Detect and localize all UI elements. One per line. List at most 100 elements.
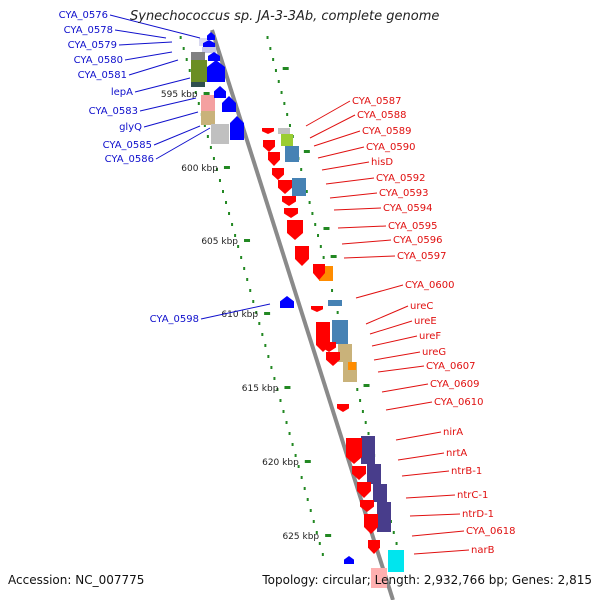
left-dot-marker	[206, 135, 209, 138]
left-dot-marker	[285, 421, 288, 424]
right-leader-line	[373, 351, 421, 361]
scale-tick-label: 615 kbp	[242, 384, 279, 394]
gene-arrow-forward	[263, 140, 275, 152]
feature-box	[191, 60, 207, 82]
right-dot-marker	[367, 432, 370, 435]
left-dot-marker	[270, 366, 273, 369]
left-dot-marker	[291, 443, 294, 446]
right-dot-marker	[283, 102, 286, 105]
right-gene-label: CYA_0607	[426, 361, 475, 372]
gene-arrow-forward	[357, 482, 371, 498]
scale-tick-label: 620 kbp	[262, 458, 299, 468]
left-leader-line	[134, 77, 191, 93]
left-gene-label: CYA_0581	[78, 70, 127, 81]
left-leader-line	[128, 59, 179, 76]
right-dot-marker	[272, 58, 275, 61]
genome-title: Synechococcus sp. JA-3-3Ab, complete gen…	[130, 9, 440, 24]
left-leader-line	[109, 14, 201, 39]
gene-arrow-forward	[360, 500, 374, 512]
right-leader-line	[333, 207, 382, 211]
right-gene-label: ureG	[422, 347, 446, 358]
right-gene-label: narB	[471, 545, 495, 556]
gene-arrow-reverse	[207, 32, 215, 40]
right-leader-line	[325, 177, 375, 185]
right-gene-label: ntrC-1	[457, 490, 488, 501]
right-dot-marker	[308, 201, 311, 204]
left-dot-marker	[215, 168, 218, 171]
right-leader-line	[313, 130, 361, 147]
right-gene-label: CYA_0594	[383, 203, 432, 214]
feature-box	[338, 344, 352, 362]
right-leader-line	[395, 431, 442, 441]
right-leader-line	[371, 335, 418, 347]
left-dot-marker	[282, 410, 285, 413]
right-tick-mark	[330, 255, 337, 258]
right-gene-label: CYA_0592	[376, 173, 425, 184]
topology-text: Topology: circular; Length: 2,932,766 bp…	[262, 573, 592, 587]
gene-arrow-forward	[352, 466, 366, 480]
right-tick-mark	[363, 384, 370, 387]
scale-tick-mark	[203, 92, 210, 95]
right-gene-label: CYA_0618	[466, 526, 515, 537]
right-dot-marker	[274, 69, 277, 72]
left-dot-marker	[218, 179, 221, 182]
scale-tick-label: 625 kbp	[282, 532, 319, 542]
gene-arrow-reverse	[344, 556, 354, 564]
right-dot-marker	[300, 168, 303, 171]
left-dot-marker	[321, 553, 324, 556]
right-dot-marker	[392, 531, 395, 534]
gene-arrow-forward	[326, 352, 340, 366]
left-dot-marker	[279, 399, 282, 402]
left-gene-label: CYA_0598	[150, 314, 199, 325]
feature-box	[367, 464, 381, 484]
left-leader-line	[155, 127, 211, 160]
right-leader-line	[337, 225, 387, 229]
feature-box	[281, 134, 293, 146]
left-leader-line	[153, 125, 201, 146]
left-dot-marker	[203, 124, 206, 127]
feature-box	[211, 124, 229, 144]
gene-arrow-reverse	[230, 116, 244, 140]
gene-arrow-forward	[295, 246, 309, 266]
scale-tick-label: 605 kbp	[201, 237, 238, 247]
right-leader-line	[321, 161, 370, 171]
right-gene-label: hisD	[371, 157, 393, 168]
gene-arrow-reverse	[208, 52, 220, 61]
feature-box	[191, 82, 205, 87]
gene-arrow-forward	[278, 180, 292, 194]
left-leader-line	[118, 41, 173, 46]
right-gene-label: CYA_0588	[357, 110, 406, 121]
right-dot-marker	[288, 124, 291, 127]
feature-box	[328, 300, 342, 306]
right-gene-label: CYA_0590	[366, 142, 415, 153]
left-dot-marker	[273, 377, 276, 380]
gene-arrow-forward	[346, 438, 362, 464]
left-gene-label: CYA_0580	[74, 55, 123, 66]
right-tick-mark	[282, 67, 289, 70]
left-dot-marker	[300, 476, 303, 479]
left-dot-marker	[246, 278, 249, 281]
gene-arrow-forward	[272, 168, 284, 180]
left-dot-marker	[258, 322, 261, 325]
right-gene-label: nirA	[443, 427, 463, 438]
right-gene-label: ureF	[419, 331, 441, 342]
feature-box	[201, 111, 215, 125]
left-dot-marker	[261, 333, 264, 336]
right-tick-mark	[303, 150, 310, 153]
left-dot-marker	[309, 509, 312, 512]
right-dot-marker	[317, 234, 320, 237]
scale-tick-mark	[264, 312, 271, 315]
right-gene-label: CYA_0595	[388, 221, 437, 232]
left-dot-marker	[231, 223, 234, 226]
left-dot-marker	[228, 212, 231, 215]
right-dot-marker	[305, 190, 308, 193]
right-leader-line	[381, 383, 429, 393]
left-leader-line	[114, 29, 167, 39]
right-leader-line	[317, 146, 365, 159]
left-dot-marker	[252, 300, 255, 303]
right-leader-line	[411, 530, 465, 537]
left-gene-label: CYA_0585	[103, 140, 152, 151]
right-leader-line	[397, 452, 445, 461]
right-gene-label: nrtA	[446, 448, 467, 459]
right-gene-label: CYA_0589	[362, 126, 411, 137]
